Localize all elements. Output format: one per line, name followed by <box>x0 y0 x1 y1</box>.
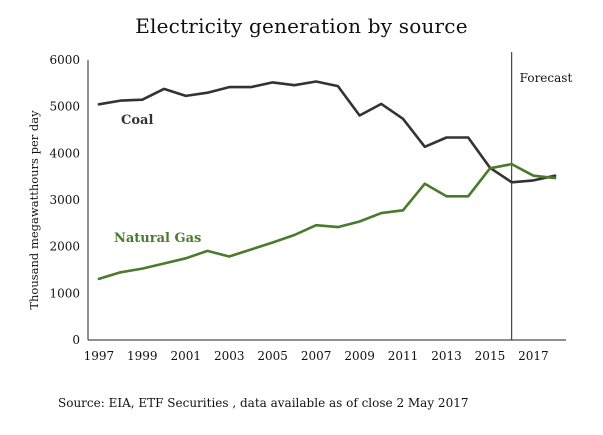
x-tick-label: 2009 <box>344 349 375 363</box>
series-labels: Coal Natural Gas <box>114 113 201 246</box>
y-axis-title: Thousand megawatthours per day <box>27 110 41 310</box>
x-tick-label: 2011 <box>388 349 419 363</box>
x-tick-label: 2007 <box>301 349 332 363</box>
y-tick-label: 5000 <box>49 100 80 114</box>
x-tick-label: 2003 <box>214 349 245 363</box>
y-tick-labels: 0 1000 2000 3000 4000 5000 6000 <box>49 53 80 347</box>
series-line-natural-gas <box>97 162 557 281</box>
x-tick-label: 2001 <box>170 349 201 363</box>
forecast-label: Forecast <box>520 71 573 85</box>
y-tick-label: 6000 <box>49 53 80 67</box>
x-tick-labels: 1997 1999 2001 2003 2005 2007 2009 2011 2013 2015… <box>84 349 549 363</box>
forecast-group: Forecast <box>511 52 573 340</box>
source-note: Source: EIA, ETF Securities , data avail… <box>58 396 469 410</box>
series-line-coal <box>97 80 557 184</box>
chart-title: Electricity generation by source <box>135 14 468 38</box>
y-tick-label: 2000 <box>49 240 80 254</box>
series-group <box>97 80 557 281</box>
y-tick-label: 4000 <box>49 146 80 160</box>
y-axis-title-group: Thousand megawatthours per day <box>27 110 41 310</box>
x-tick-label: 2005 <box>257 349 288 363</box>
y-tick-label: 3000 <box>49 193 80 207</box>
y-tick-label: 0 <box>72 333 80 347</box>
axes <box>87 60 566 341</box>
x-tick-label: 2013 <box>431 349 462 363</box>
x-tick-label: 2017 <box>518 349 549 363</box>
x-tick-label: 1997 <box>84 349 115 363</box>
series-label-coal: Coal <box>121 113 153 128</box>
series-label-natural-gas: Natural Gas <box>114 231 201 246</box>
x-tick-label: 1999 <box>127 349 158 363</box>
y-tick-label: 1000 <box>49 286 80 300</box>
x-tick-label: 2015 <box>475 349 506 363</box>
